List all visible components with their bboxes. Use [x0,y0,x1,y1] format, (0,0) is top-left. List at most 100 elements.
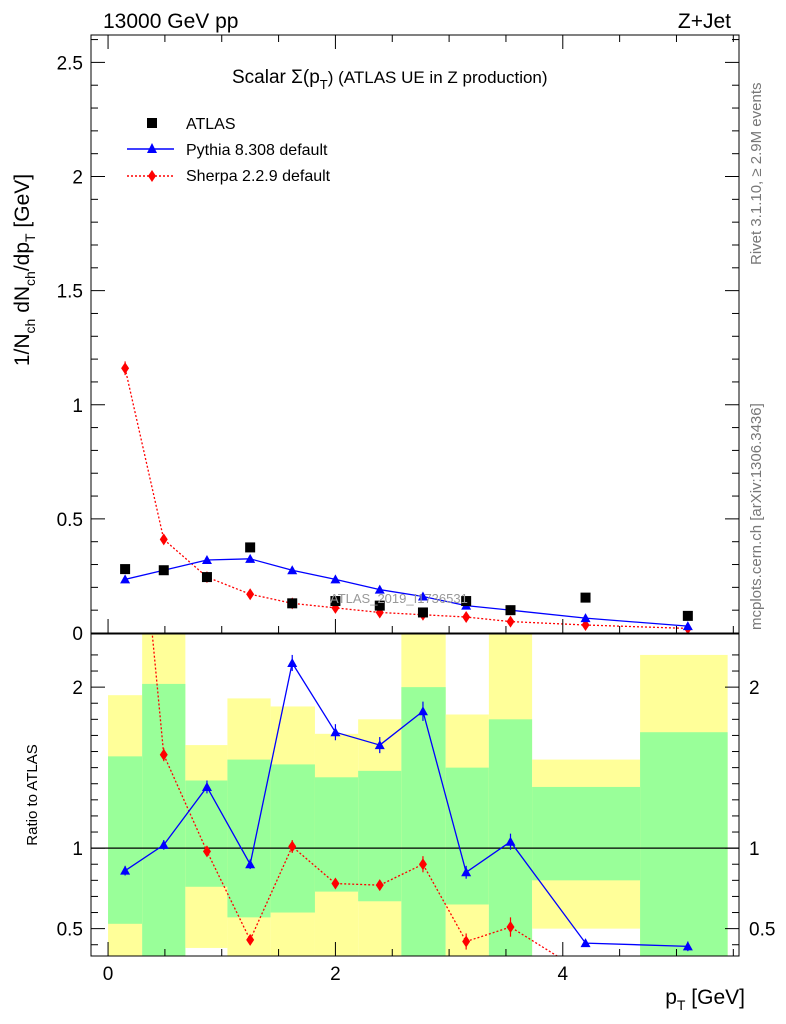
green-band-bin-2 [185,780,228,887]
legend-atlas-label: ATLAS [186,116,236,133]
ratio-sherpa-point-6 [375,879,384,892]
ratio-pythia-point-9 [505,836,516,846]
rivet-version-label: Rivet 3.1.10, ≥ 2.9M events [748,83,765,266]
ratio-pythia-point-7 [417,706,428,716]
main-y-axis-label: 1/Nch dNch/dpT [GeV] [11,174,38,366]
x-tick-label-1: 2 [330,964,341,985]
main-pythia-point-2 [201,554,212,564]
atlas-data-point-5 [330,596,341,607]
main-ytick-label-5: 2.5 [57,53,83,74]
green-band-bin-1 [142,683,186,956]
main-pythia-point-7 [417,591,428,601]
main-sherpa-point-0 [121,362,130,375]
main-pythia-point-10 [580,613,591,623]
main-pythia-point-5 [330,574,341,584]
main-sherpa-point-3 [246,588,255,601]
mcplots-label: mcplots.cern.ch [arXiv:1306.3436] [748,403,765,630]
legend-pythia-marker [147,143,157,153]
green-band-bin-11 [640,732,728,956]
atlas-data-point-4 [287,598,298,609]
ratio-sherpa-point-4 [288,840,297,853]
ratio-pythia-line [124,661,688,947]
main-pythia-point-6 [374,584,385,594]
main-ytick-label-3: 1.5 [57,282,83,303]
main-plot-frame [90,34,740,634]
ratio-ytick-label-right-0: 0.5 [749,920,775,941]
ratio-sherpa-point-10 [582,968,590,980]
ratio-ytick-label-right-2: 2 [749,678,760,699]
ratio-pythia-point-11 [682,941,693,951]
main-pythia-point-4 [287,565,298,575]
legend-atlas-marker [147,118,157,128]
x-tick-label-0: 0 [103,964,114,985]
ratio-sherpa-point-8 [462,935,471,948]
green-band-bin-5 [314,777,359,892]
ratio-pythia-point-1 [158,839,169,849]
green-band-bin-7 [401,687,446,956]
ratio-sherpa-point-2 [202,845,211,858]
ratio-ytick-label-left-1: 1 [72,839,83,860]
atlas-data-point-10 [580,592,591,603]
ratio-sherpa-line [151,634,559,956]
ratio-sherpa-point-1 [159,748,168,761]
main-ytick-label-4: 2 [72,168,83,189]
atlas-data-point-2 [201,572,212,583]
main-sherpa-point-8 [462,611,471,624]
ratio-sherpa-point-3 [246,933,255,946]
ratio-pythia-point-4 [287,657,298,667]
atlas-data-point-7 [417,607,428,618]
process-label: Z+Jet [678,10,731,33]
atlas-data-point-8 [461,596,472,607]
green-band-bin-8 [445,767,489,905]
ratio-y-axis-label: Ratio to ATLAS [24,744,41,845]
ratio-sherpa-point-0 [121,343,129,355]
main-pythia-point-0 [120,574,131,584]
main-ytick-label-1: 0.5 [57,510,83,531]
ratio-uncertainty-bands [108,634,728,956]
x-tick-label-2: 4 [558,964,569,985]
main-sherpa-point-9 [506,615,515,628]
legend-sherpa-label: Sherpa 2.2.9 default [186,168,331,185]
main-ytick-label-0: 0 [72,624,83,645]
ratio-sherpa-point-11 [684,971,692,983]
main-pythia-point-3 [245,553,256,563]
analysis-watermark: ATLAS_2019_I1736531 [330,591,468,606]
ratio-series-group [120,343,693,983]
beam-label: 13000 GeV pp [103,10,238,33]
legend: ATLAS Pythia 8.308 default Sherpa 2.2.9 … [127,116,331,185]
ratio-ytick-label-right-1: 1 [749,839,760,860]
ratio-sherpa-point-9 [506,921,515,934]
atlas-data-point-0 [120,564,131,575]
main-sherpa-point-1 [159,533,168,546]
plot-title: Scalar Σ(pT) (ATLAS UE in Z production) [232,67,548,92]
legend-sherpa-marker [148,170,156,182]
ratio-pythia-point-6 [374,740,385,750]
ratio-pythia-point-8 [461,867,472,877]
green-band-bin-0 [108,756,143,924]
ratio-plot-frame [90,633,740,957]
ratio-pythia-point-5 [330,727,341,737]
ratio-ytick-label-left-0: 0.5 [57,920,83,941]
atlas-data-point-3 [245,542,256,553]
axes-group: 0 0.5 1 1.5 2 2.5 0 2 4 0.5 0.5 1 1 2 2 [57,35,775,985]
ratio-pythia-point-3 [245,859,256,869]
green-band-bin-3 [227,759,271,918]
ratio-sherpa-point-5 [331,877,340,890]
green-band-bin-4 [270,764,315,913]
main-pythia-point-11 [682,621,693,631]
ratio-pythia-point-0 [120,865,131,875]
ratio-pythia-point-10 [580,938,591,948]
legend-pythia-label: Pythia 8.308 default [186,142,328,159]
atlas-data-point-11 [682,610,693,621]
atlas-data-point-1 [158,565,169,576]
green-band-bin-10 [532,786,641,881]
main-pythia-line [124,558,688,627]
ratio-pythia-point-2 [201,781,212,791]
x-axis-label: pT [GeV] [665,986,745,1013]
ratio-sherpa-point-7 [418,858,427,871]
ratio-ytick-label-left-2: 2 [72,678,83,699]
main-sherpa-line [124,368,688,630]
main-ytick-label-2: 1 [72,396,83,417]
atlas-data-point-9 [505,605,516,616]
